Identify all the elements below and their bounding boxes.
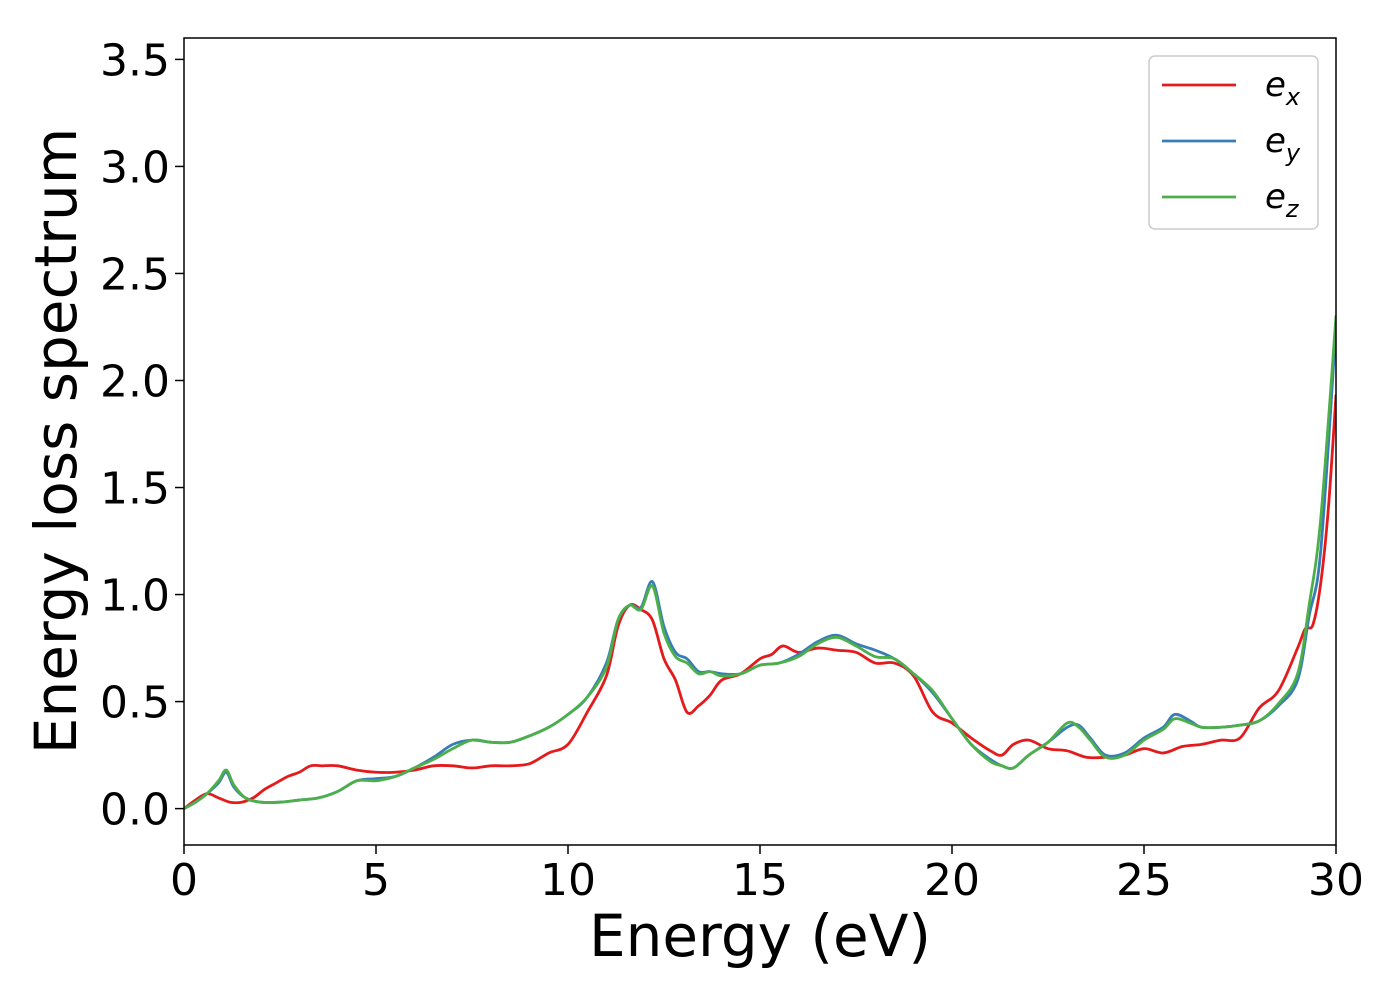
y-tick-label: 3.0	[100, 142, 170, 193]
legend-label-e-z: ez	[1265, 177, 1300, 223]
y-tick-label: 3.5	[100, 35, 170, 86]
y-tick-label: 0.5	[100, 678, 170, 729]
legend-label-e-y: ey	[1265, 121, 1301, 167]
x-axis-ticks: 0 5 10 15 20 25 30	[170, 845, 1364, 906]
y-tick-label: 1.0	[100, 571, 170, 622]
y-tick-label: 2.5	[100, 249, 170, 300]
x-tick-label: 30	[1308, 855, 1364, 906]
x-tick-label: 25	[1116, 855, 1172, 906]
x-tick-label: 20	[924, 855, 980, 906]
y-tick-label: 0.0	[100, 785, 170, 836]
legend-box	[1148, 55, 1319, 230]
series-line-e-z	[184, 314, 1336, 811]
legend-label-subscript: y	[1285, 139, 1301, 167]
x-tick-label: 15	[732, 855, 788, 906]
x-tick-label: 5	[362, 855, 390, 906]
series-layer	[184, 314, 1336, 811]
series-line-e-y	[184, 325, 1336, 811]
y-tick-label: 2.0	[100, 356, 170, 407]
x-tick-label: 0	[170, 855, 198, 906]
legend-label-main: e	[1265, 65, 1286, 105]
series-line-e-x	[184, 394, 1336, 811]
legend-label-main: e	[1265, 121, 1286, 161]
y-tick-label: 1.5	[100, 464, 170, 515]
x-tick-label: 10	[540, 855, 596, 906]
legend-label-main: e	[1265, 177, 1286, 217]
legend-label-subscript: z	[1285, 195, 1300, 223]
y-axis-ticks: 0.0 0.5 1.0 1.5 2.0 2.5 3.0 3.5	[100, 35, 184, 836]
y-axis-label: Energy loss spectrum	[22, 128, 90, 754]
legend-label-e-x: ex	[1265, 65, 1301, 111]
x-axis-label: Energy (eV)	[589, 902, 931, 970]
legend-label-subscript: x	[1285, 83, 1301, 111]
